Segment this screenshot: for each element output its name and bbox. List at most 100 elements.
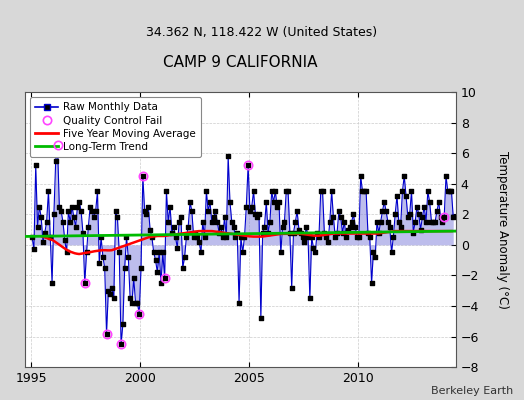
Point <box>128 300 136 306</box>
Point <box>235 300 243 306</box>
Point <box>211 208 220 214</box>
Point <box>253 214 261 220</box>
Point <box>179 264 187 271</box>
Point <box>264 230 272 236</box>
Point <box>413 204 421 210</box>
Point <box>146 226 154 233</box>
Point <box>395 219 403 225</box>
Point <box>324 238 332 245</box>
Point <box>57 208 66 214</box>
Point <box>387 249 396 256</box>
Point <box>129 275 138 282</box>
Point <box>305 295 314 302</box>
Point <box>31 162 40 168</box>
Point <box>391 211 399 218</box>
Point <box>175 219 183 225</box>
Point <box>224 153 232 159</box>
Point <box>242 204 250 210</box>
Point <box>215 230 223 236</box>
Point <box>298 234 307 240</box>
Point <box>68 204 76 210</box>
Point <box>133 300 141 306</box>
Point <box>362 188 370 194</box>
Point <box>262 199 270 205</box>
Point <box>42 219 51 225</box>
Point <box>411 219 419 225</box>
Point <box>144 204 152 210</box>
Point <box>367 280 376 286</box>
Point <box>407 188 416 194</box>
Point <box>108 284 116 291</box>
Point <box>51 158 60 164</box>
Point <box>122 234 130 240</box>
Point <box>347 219 356 225</box>
Point <box>420 204 429 210</box>
Point <box>64 208 73 214</box>
Point <box>277 249 285 256</box>
Point <box>434 199 443 205</box>
Point <box>34 223 42 230</box>
Point <box>333 230 341 236</box>
Point <box>346 223 354 230</box>
Point <box>315 234 323 240</box>
Point <box>199 219 207 225</box>
Point <box>444 188 452 194</box>
Point <box>113 214 122 220</box>
Title: CAMP 9 CALIFORNIA: CAMP 9 CALIFORNIA <box>163 55 318 70</box>
Point <box>353 234 361 240</box>
Point <box>93 188 102 194</box>
Point <box>177 214 185 220</box>
Point <box>186 199 194 205</box>
Point <box>237 234 245 240</box>
Point <box>46 234 54 240</box>
Point <box>157 280 165 286</box>
Point <box>59 219 67 225</box>
Point <box>81 280 89 286</box>
Point <box>371 254 379 260</box>
Point <box>92 208 100 214</box>
Point <box>148 234 156 240</box>
Point <box>442 173 450 179</box>
Point <box>220 214 228 220</box>
Point <box>286 230 294 236</box>
Point <box>402 193 410 199</box>
Point <box>137 264 145 271</box>
Point <box>101 264 109 271</box>
Point <box>79 230 87 236</box>
Point <box>320 230 329 236</box>
Point <box>190 234 198 240</box>
Point <box>159 249 167 256</box>
Point <box>260 223 269 230</box>
Point <box>389 234 398 240</box>
Point <box>322 234 330 240</box>
Point <box>168 230 176 236</box>
Point <box>397 223 405 230</box>
Point <box>438 219 446 225</box>
Point <box>202 188 211 194</box>
Point <box>319 188 327 194</box>
Point <box>255 211 263 218</box>
Point <box>289 230 298 236</box>
Point <box>84 223 93 230</box>
Point <box>230 223 238 230</box>
Point <box>238 249 247 256</box>
Point <box>37 214 46 220</box>
Point <box>164 219 172 225</box>
Point <box>406 211 414 218</box>
Point <box>282 188 290 194</box>
Point <box>386 223 394 230</box>
Point <box>222 234 231 240</box>
Point <box>149 249 158 256</box>
Point <box>300 238 309 245</box>
Point <box>184 223 192 230</box>
Point <box>311 249 320 256</box>
Point <box>112 208 120 214</box>
Point <box>41 230 49 236</box>
Point <box>364 230 372 236</box>
Point <box>135 310 144 317</box>
Point <box>358 188 367 194</box>
Point <box>257 315 265 322</box>
Point <box>160 275 169 282</box>
Point <box>62 249 71 256</box>
Point <box>155 249 163 256</box>
